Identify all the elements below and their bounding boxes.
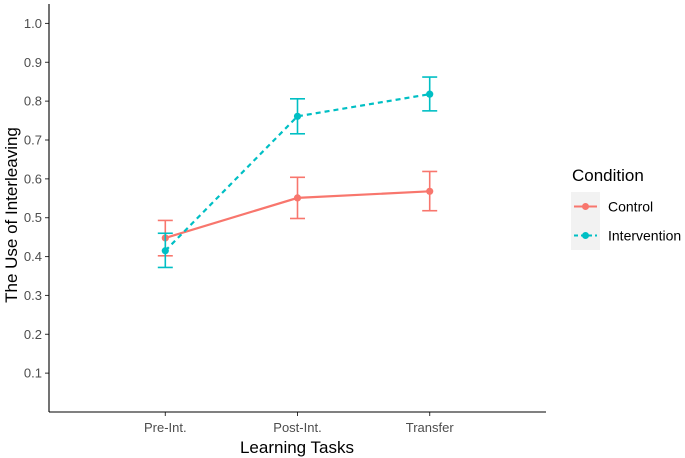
x-axis-title: Learning Tasks bbox=[240, 438, 354, 457]
series-control bbox=[157, 170, 438, 257]
y-tick-label: 0.9 bbox=[24, 55, 42, 70]
y-axis-title: The Use of Interleaving bbox=[2, 127, 21, 303]
y-tick-label: 0.1 bbox=[24, 366, 42, 381]
x-tick-label: Transfer bbox=[406, 420, 455, 435]
legend-key-control-point bbox=[582, 203, 589, 210]
legend-label-control: Control bbox=[608, 199, 653, 215]
y-tick-label: 0.6 bbox=[24, 171, 42, 186]
legend: Condition Control Intervention bbox=[571, 166, 681, 250]
intervention-point bbox=[161, 247, 169, 255]
x-tick-label: Pre-Int. bbox=[144, 420, 187, 435]
series-intervention bbox=[157, 76, 438, 269]
y-tick-label: 0.4 bbox=[24, 249, 42, 264]
intervention-point bbox=[426, 90, 434, 98]
legend-label-intervention: Intervention bbox=[608, 228, 681, 244]
y-tick-label: 0.7 bbox=[24, 133, 42, 148]
intervention-point bbox=[293, 112, 302, 120]
x-axis-ticks: Pre-Int. Post-Int. Transfer bbox=[144, 412, 454, 435]
y-tick-label: 0.5 bbox=[24, 210, 42, 225]
legend-key-intervention-point bbox=[582, 232, 589, 239]
y-axis-ticks: 0.1 0.2 0.3 0.4 0.5 0.6 0.7 0.8 0.9 1.0 bbox=[24, 16, 49, 381]
control-point bbox=[426, 187, 434, 195]
y-tick-label: 0.8 bbox=[24, 94, 42, 109]
y-tick-label: 1.0 bbox=[24, 16, 42, 31]
legend-title: Condition bbox=[572, 166, 644, 185]
y-tick-label: 0.3 bbox=[24, 288, 42, 303]
x-tick-label: Post-Int. bbox=[273, 420, 321, 435]
series-layer bbox=[157, 76, 438, 269]
control-point bbox=[293, 194, 302, 202]
y-tick-label: 0.2 bbox=[24, 327, 42, 342]
